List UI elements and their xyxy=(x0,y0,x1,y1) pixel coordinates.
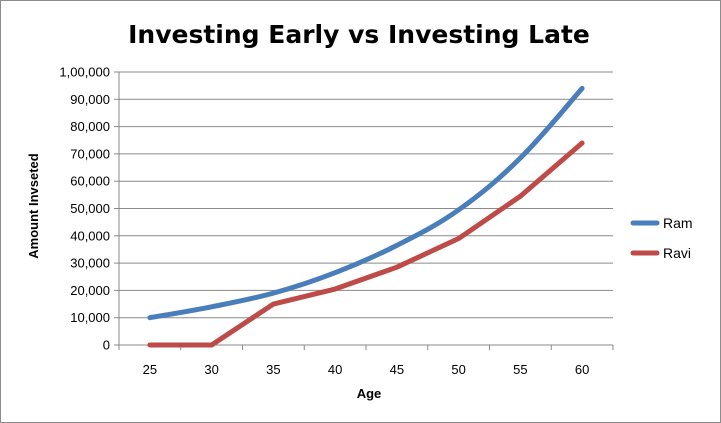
y-tick-label: 40,000 xyxy=(70,228,110,243)
legend-label-ram: Ram xyxy=(663,215,693,231)
y-axis-label: Amount Invseted xyxy=(26,153,41,259)
x-tick-label: 35 xyxy=(266,362,280,377)
legend-label-ravi: Ravi xyxy=(663,245,691,261)
series-line-ram xyxy=(147,85,585,321)
legend: Ram Ravi xyxy=(630,215,693,261)
y-tick-label: 60,000 xyxy=(70,174,110,189)
y-tick-label: 70,000 xyxy=(70,146,110,161)
gridlines xyxy=(119,71,613,319)
x-tick-label: 40 xyxy=(328,362,342,377)
y-tick-label: 90,000 xyxy=(70,92,110,107)
axes xyxy=(114,71,614,350)
y-tick-label: 10,000 xyxy=(70,310,110,325)
x-tick-label: 45 xyxy=(390,362,404,377)
x-tick-label: 55 xyxy=(513,362,527,377)
y-tick-label: 50,000 xyxy=(70,201,110,216)
y-axis-tick-labels: 0 10,000 20,000 30,000 40,000 50,000 60,000 70,… xyxy=(59,65,110,353)
y-tick-label: 80,000 xyxy=(70,119,110,134)
chart-title: Investing Early vs Investing Late xyxy=(128,20,590,49)
data-series xyxy=(147,85,585,348)
y-tick-label: 20,000 xyxy=(70,283,110,298)
series-line-ravi xyxy=(147,140,585,348)
y-tick-label: 1,00,000 xyxy=(59,65,110,80)
x-tick-label: 60 xyxy=(575,362,589,377)
x-axis-label: Age xyxy=(357,386,382,401)
x-tick-label: 30 xyxy=(204,362,218,377)
x-tick-label: 25 xyxy=(143,362,157,377)
x-tick-label: 50 xyxy=(451,362,465,377)
y-tick-label: 30,000 xyxy=(70,256,110,271)
x-axis-tick-labels: 25 30 35 40 45 50 55 60 xyxy=(143,362,590,377)
y-tick-label: 0 xyxy=(103,338,110,353)
